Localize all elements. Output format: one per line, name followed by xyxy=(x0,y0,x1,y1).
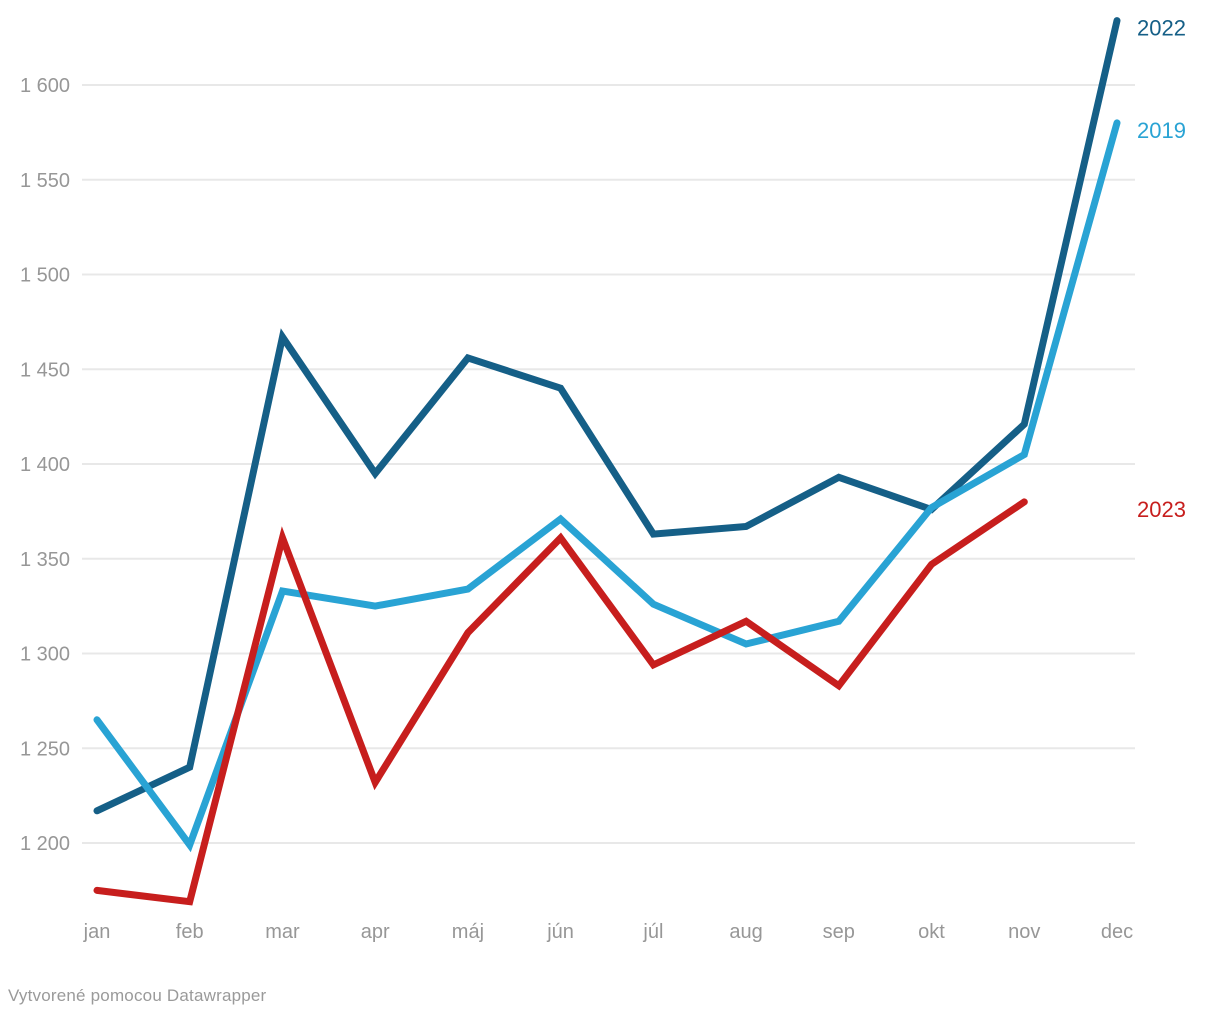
x-axis-tick-label: feb xyxy=(176,921,204,943)
series-line-2023 xyxy=(93,498,1028,906)
x-axis-tick-label: aug xyxy=(729,921,762,943)
y-axis-tick-label: 1 350 xyxy=(20,549,70,571)
x-axis-tick-label: jún xyxy=(546,921,574,943)
series-line-2019 xyxy=(93,119,1121,853)
attribution: Vytvorené pomocou Datawrapper xyxy=(8,986,267,1005)
x-axis-tick-label: mar xyxy=(265,921,300,943)
y-axis-tick-label: 1 600 xyxy=(20,75,70,97)
x-axis-tick-label: nov xyxy=(1008,921,1040,943)
y-axis-tick-label: 1 250 xyxy=(20,738,70,760)
y-axis-tick-label: 1 550 xyxy=(20,170,70,192)
x-axis-tick-label: jan xyxy=(83,921,111,943)
series-label-2023: 2023 xyxy=(1137,497,1186,522)
x-axis-tick-label: sep xyxy=(823,921,855,943)
x-axis-tick-label: okt xyxy=(918,921,945,943)
x-axis-tick-label: apr xyxy=(361,921,390,943)
y-axis-tick-label: 1 400 xyxy=(20,454,70,476)
x-axis-tick-label: júl xyxy=(642,921,663,943)
x-axis-tick-label: máj xyxy=(452,921,484,943)
y-axis-tick-label: 1 200 xyxy=(20,833,70,855)
x-axis-tick-label: dec xyxy=(1101,921,1133,943)
y-axis-tick-label: 1 450 xyxy=(20,359,70,381)
series-label-2022: 2022 xyxy=(1137,16,1186,41)
series-label-2019: 2019 xyxy=(1137,118,1186,143)
y-axis-tick-label: 1 500 xyxy=(20,265,70,287)
y-axis-tick-label: 1 300 xyxy=(20,644,70,666)
series-line-2022 xyxy=(93,17,1121,815)
